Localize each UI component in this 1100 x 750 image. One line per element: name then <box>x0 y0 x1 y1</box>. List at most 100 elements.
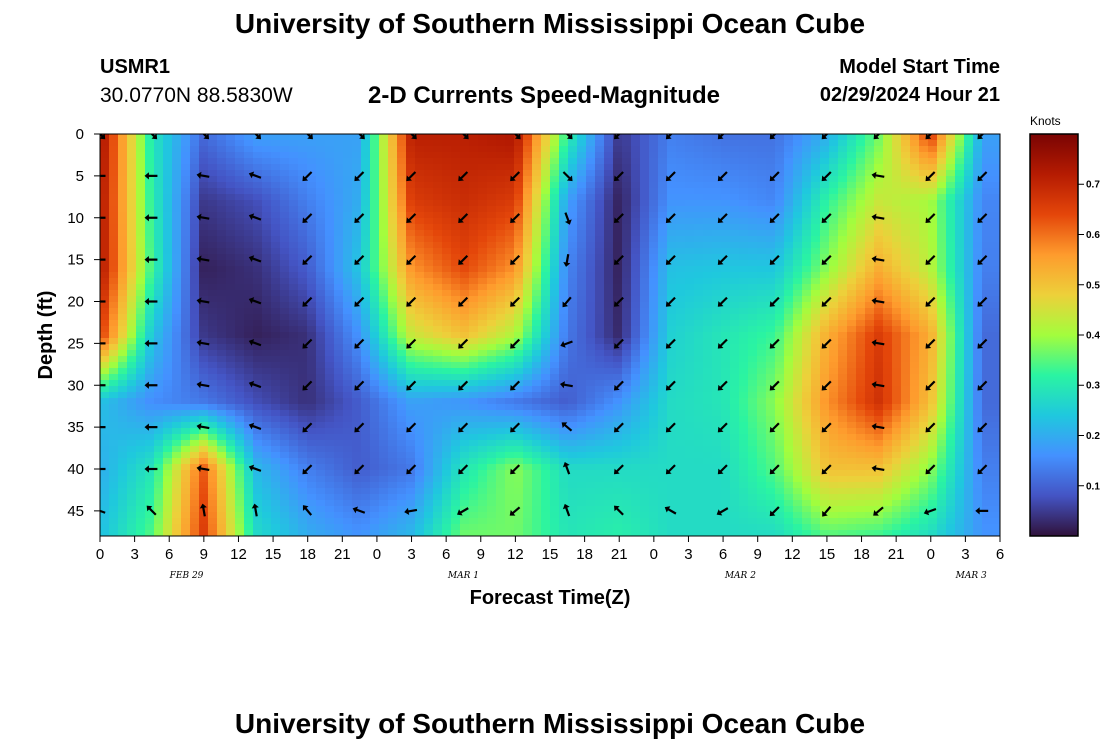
heat-cell <box>631 284 641 291</box>
heat-cell <box>730 206 740 213</box>
heat-cell <box>442 296 452 303</box>
heat-cell <box>406 494 416 501</box>
heat-cell <box>307 140 317 147</box>
heat-cell <box>433 518 443 525</box>
heat-cell <box>478 410 488 417</box>
heat-cell <box>514 326 524 333</box>
heat-cell <box>712 326 722 333</box>
heat-cell <box>208 494 218 501</box>
heat-cell <box>487 308 497 315</box>
heat-cell <box>190 272 200 279</box>
heat-cell <box>712 482 722 489</box>
heat-cell <box>109 194 119 201</box>
heat-cell <box>586 470 596 477</box>
heat-cell <box>100 278 110 285</box>
heat-cell <box>640 434 650 441</box>
heat-cell <box>478 218 488 225</box>
heat-cell <box>433 500 443 507</box>
heat-cell <box>649 326 659 333</box>
heat-cell <box>244 392 254 399</box>
heat-cell <box>505 266 515 273</box>
heat-cell <box>244 452 254 459</box>
heat-cell <box>316 230 326 237</box>
heat-cell <box>415 134 425 141</box>
heat-cell <box>127 398 137 405</box>
heat-cell <box>361 182 371 189</box>
heat-cell <box>748 416 758 423</box>
heat-cell <box>595 200 605 207</box>
heat-cell <box>442 416 452 423</box>
heat-cell <box>190 386 200 393</box>
heat-cell <box>271 152 281 159</box>
heat-cell <box>721 518 731 525</box>
heat-cell <box>307 194 317 201</box>
heat-cell <box>577 350 587 357</box>
heat-cell <box>226 398 236 405</box>
heat-cell <box>361 338 371 345</box>
heat-cell <box>109 476 119 483</box>
heat-cell <box>622 500 632 507</box>
heat-cell <box>604 368 614 375</box>
heat-cell <box>271 302 281 309</box>
heat-cell <box>181 500 191 507</box>
heat-cell <box>271 182 281 189</box>
heat-cell <box>280 194 290 201</box>
heat-cell <box>442 464 452 471</box>
heat-cell <box>532 302 542 309</box>
heat-cell <box>325 140 335 147</box>
heat-cell <box>379 212 389 219</box>
heat-cell <box>523 212 533 219</box>
heat-cell <box>190 194 200 201</box>
heat-cell <box>712 416 722 423</box>
heat-cell <box>424 296 434 303</box>
heat-cell <box>388 434 398 441</box>
heat-cell <box>568 452 578 459</box>
heat-cell <box>631 434 641 441</box>
heat-cell <box>118 284 128 291</box>
heat-cell <box>271 176 281 183</box>
heat-cell <box>685 488 695 495</box>
heat-cell <box>388 254 398 261</box>
heat-cell <box>721 452 731 459</box>
heat-cell <box>496 266 506 273</box>
heat-cell <box>604 362 614 369</box>
heat-cell <box>568 344 578 351</box>
heat-cell <box>703 488 713 495</box>
heat-cell <box>712 500 722 507</box>
heat-cell <box>604 290 614 297</box>
heat-cell <box>460 236 470 243</box>
heat-cell <box>604 200 614 207</box>
heat-cell <box>622 434 632 441</box>
heat-cell <box>766 236 776 243</box>
heat-cell <box>586 518 596 525</box>
heat-cell <box>649 338 659 345</box>
heat-cell <box>469 374 479 381</box>
heat-cell <box>676 410 686 417</box>
heat-cell <box>163 254 173 261</box>
heat-cell <box>127 290 137 297</box>
heat-cell <box>118 242 128 249</box>
heat-cell <box>595 446 605 453</box>
heat-cell <box>253 380 263 387</box>
heat-cell <box>676 416 686 423</box>
heat-cell <box>703 140 713 147</box>
heat-cell <box>316 458 326 465</box>
heat-cell <box>208 386 218 393</box>
heat-cell <box>415 308 425 315</box>
heat-cell <box>469 248 479 255</box>
heat-cell <box>145 404 155 411</box>
heat-cell <box>523 518 533 525</box>
heat-cell <box>667 428 677 435</box>
heat-cell <box>208 278 218 285</box>
heat-cell <box>235 416 245 423</box>
heat-cell <box>415 260 425 267</box>
heat-cell <box>514 248 524 255</box>
heat-cell <box>163 134 173 141</box>
heat-cell <box>712 446 722 453</box>
heat-cell <box>757 152 767 159</box>
heat-cell <box>307 452 317 459</box>
heat-cell <box>289 266 299 273</box>
heat-cell <box>577 170 587 177</box>
heat-cell <box>226 524 236 531</box>
heat-cell <box>424 140 434 147</box>
